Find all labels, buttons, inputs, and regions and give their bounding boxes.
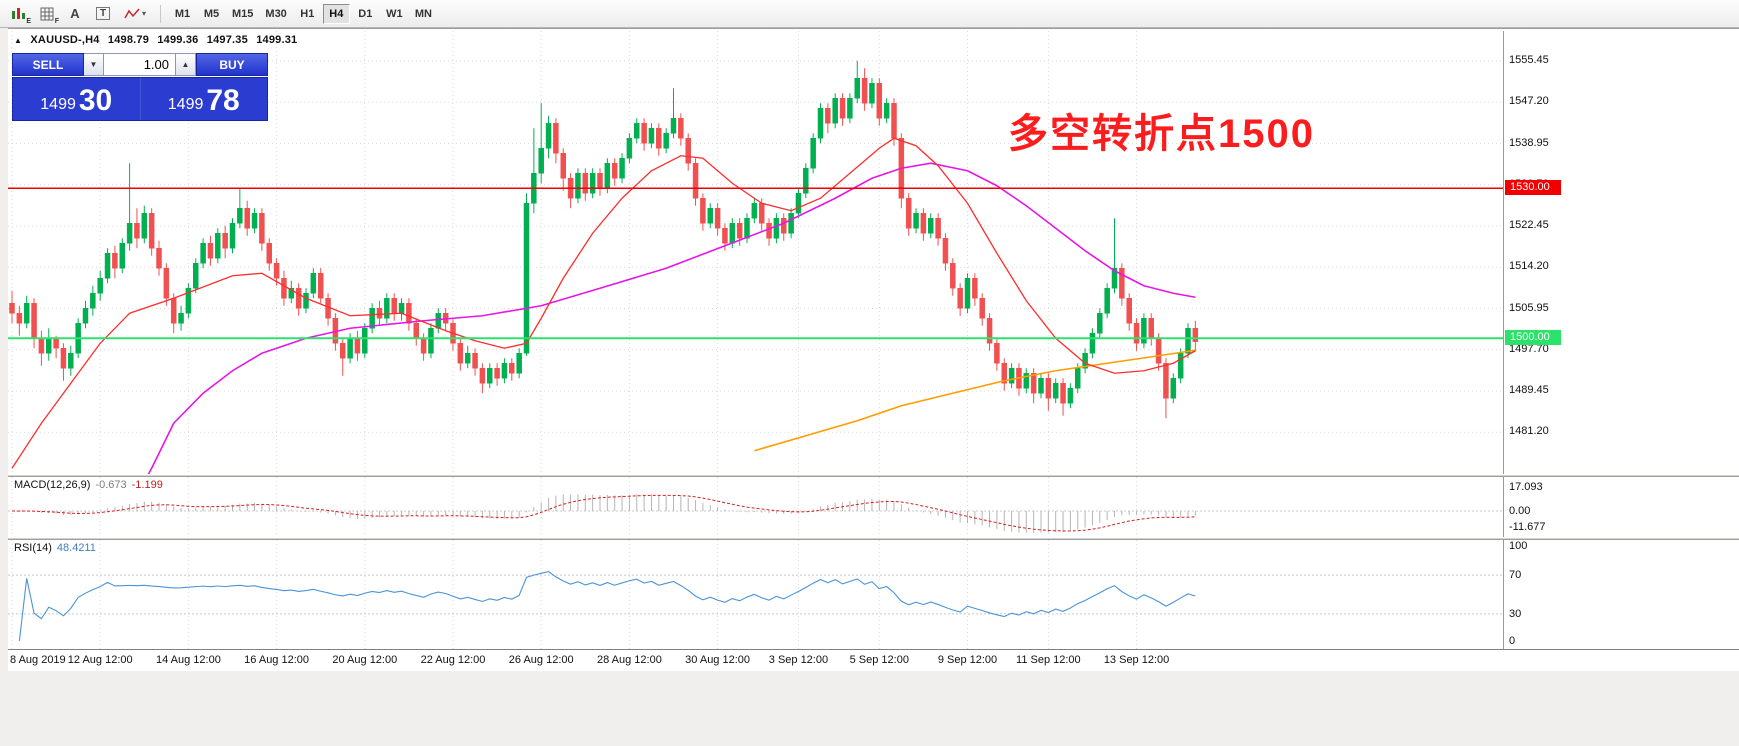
macd-histogram	[18, 494, 1196, 533]
volume-increase-button[interactable]: ▲	[176, 53, 196, 76]
price-axis-label: 1481.20	[1509, 425, 1549, 438]
timeframe-button-m5[interactable]: M5	[203, 7, 220, 20]
macd-axis-label: 17.093	[1509, 481, 1543, 493]
indicators-icon[interactable]: ▾	[118, 3, 152, 25]
timeframe-button-d1[interactable]: D1	[358, 7, 373, 20]
rsi-indicator-label: RSI(14) 48.4211	[14, 542, 96, 554]
price-axis-label: 1522.45	[1509, 219, 1549, 231]
one-click-trade-widget: SELL ▼ 1.00 ▲ BUY 1499 30 1499 78	[12, 53, 268, 121]
panel-resize-separator-rsi[interactable]	[8, 537, 1739, 540]
time-axis[interactable]: 8 Aug 2019 12 Aug 12:00 14 Aug 12:00 16 Aug…	[8, 649, 1739, 671]
chart-annotation-text: 多空转折点1500	[1008, 112, 1315, 156]
macd-indicator-label: MACD(12,26,9) -0.673 -1.199	[14, 479, 163, 491]
symbol-quote-line: ▲ XAUUSD-,H4 1498.79 1499.36 1497.35 149…	[14, 34, 302, 46]
cursor-a-icon[interactable]: A	[70, 6, 80, 21]
time-axis-label: 14 Aug 12:00	[155, 654, 221, 666]
ma-long-line	[754, 349, 1196, 452]
time-axis-label: 11 Sep 12:00	[1016, 654, 1081, 666]
time-axis-label: 30 Aug 12:00	[685, 654, 751, 666]
quote-low: 1497.35	[206, 34, 248, 46]
time-axis-label: 5 Sep 12:00	[849, 654, 909, 666]
buy-button[interactable]: BUY	[196, 53, 268, 76]
ma-fast-line	[11, 137, 1196, 469]
toolbar-separator	[160, 4, 161, 23]
macd-value-signal: -1.199	[131, 479, 163, 491]
price-axis-label: 1497.70	[1509, 342, 1549, 355]
price-chart-surface[interactable]	[8, 31, 1739, 474]
sell-price-pips: 30	[78, 84, 113, 117]
buy-price-main: 1499	[167, 95, 204, 113]
rsi-axis-label: 100	[1509, 540, 1528, 552]
time-axis-label: 12 Aug 12:00	[67, 654, 133, 666]
price-axis-label: 1555.45	[1509, 54, 1549, 66]
resistance-price-tag[interactable]: 1530.00	[1505, 180, 1561, 196]
buy-price-display[interactable]: 1499 78	[141, 78, 268, 120]
rsi-axis-label: 30	[1509, 607, 1522, 620]
rsi-axis-label: 70	[1509, 569, 1522, 582]
price-axis-label: 1489.45	[1509, 384, 1549, 396]
timeframe-button-w1[interactable]: W1	[386, 7, 403, 20]
time-axis-label: 26 Aug 12:00	[508, 654, 574, 666]
sell-price-display[interactable]: 1499 30	[13, 78, 141, 120]
ma-slow-line	[147, 162, 1196, 474]
rsi-value: 48.4211	[56, 542, 96, 554]
time-axis-label: 3 Sep 12:00	[768, 654, 829, 666]
sell-price-main: 1499	[40, 95, 76, 113]
time-axis-label: 22 Aug 12:00	[420, 654, 486, 666]
volume-decrease-button[interactable]: ▼	[84, 53, 104, 76]
grid-icon[interactable]: F	[34, 3, 60, 25]
timeframe-button-h1[interactable]: H1	[300, 7, 315, 20]
sell-button[interactable]: SELL	[12, 53, 84, 76]
quote-high: 1499.36	[157, 34, 199, 46]
support-price-tag[interactable]: 1500.00	[1505, 330, 1561, 346]
symbol-timeframe: XAUUSD-,H4	[30, 34, 100, 46]
grid-icon-glyph	[40, 7, 54, 20]
chevron-down-icon: ▾	[141, 9, 146, 18]
charts-icon[interactable]: E	[6, 3, 32, 25]
price-axis-label: 1505.95	[1509, 301, 1549, 314]
timeframe-button-mn[interactable]: MN	[414, 7, 432, 20]
buy-price-pips: 78	[206, 84, 240, 117]
main-toolbar: E F A T ▾ M1 M5 M15 M30 H1 H4 D1 W1 MN	[0, 0, 1739, 28]
timeframe-button-m1[interactable]: M1	[174, 7, 191, 20]
time-axis-label: 9 Sep 12:00	[937, 654, 998, 666]
charts-icon-glyph	[12, 7, 25, 19]
timeframe-button-m30[interactable]: M30	[265, 7, 287, 20]
rsi-line	[18, 571, 1196, 642]
chart-expand-icon: ▲	[14, 36, 23, 45]
time-axis-label: 8 Aug 2019	[10, 654, 66, 666]
time-axis-label: 28 Aug 12:00	[596, 654, 662, 666]
macd-axis-label: 0.00	[1509, 505, 1531, 517]
price-axis-label: 1538.95	[1509, 136, 1549, 149]
macd-name: MACD(12,26,9)	[14, 479, 91, 491]
time-axis-label: 20 Aug 12:00	[332, 654, 398, 666]
quote-open: 1498.79	[107, 34, 150, 46]
macd-panel-surface[interactable]	[8, 477, 1739, 537]
rsi-panel-surface[interactable]	[8, 540, 1739, 649]
rsi-axis-label: 0	[1509, 635, 1516, 647]
quote-close: 1499.31	[256, 34, 298, 46]
chart-window: ▲ XAUUSD-,H4 1498.79 1499.36 1497.35 149…	[8, 28, 1739, 671]
price-axis-label: 1547.20	[1509, 95, 1549, 108]
time-axis-label: 13 Sep 12:00	[1103, 654, 1170, 666]
volume-input[interactable]: 1.00	[104, 53, 176, 76]
rsi-name: RSI(14)	[14, 542, 52, 554]
macd-value-main: -0.673	[95, 479, 127, 491]
candlestick-layer	[9, 60, 1199, 419]
text-box-icon[interactable]: T	[90, 3, 116, 25]
zigzag-icon-glyph	[124, 8, 140, 18]
time-axis-label: 16 Aug 12:00	[244, 654, 310, 666]
timeframe-button-m15[interactable]: M15	[232, 7, 254, 20]
price-axis-label: 1514.20	[1509, 260, 1549, 273]
timeframe-bar: M1 M5 M15 M30 H1 H4 D1 W1 MN	[169, 3, 439, 24]
macd-axis-label: -11.677	[1509, 521, 1546, 533]
macd-signal-line	[11, 494, 1196, 532]
timeframe-button-h4[interactable]: H4	[322, 3, 350, 24]
panel-resize-separator-macd[interactable]	[8, 474, 1739, 477]
